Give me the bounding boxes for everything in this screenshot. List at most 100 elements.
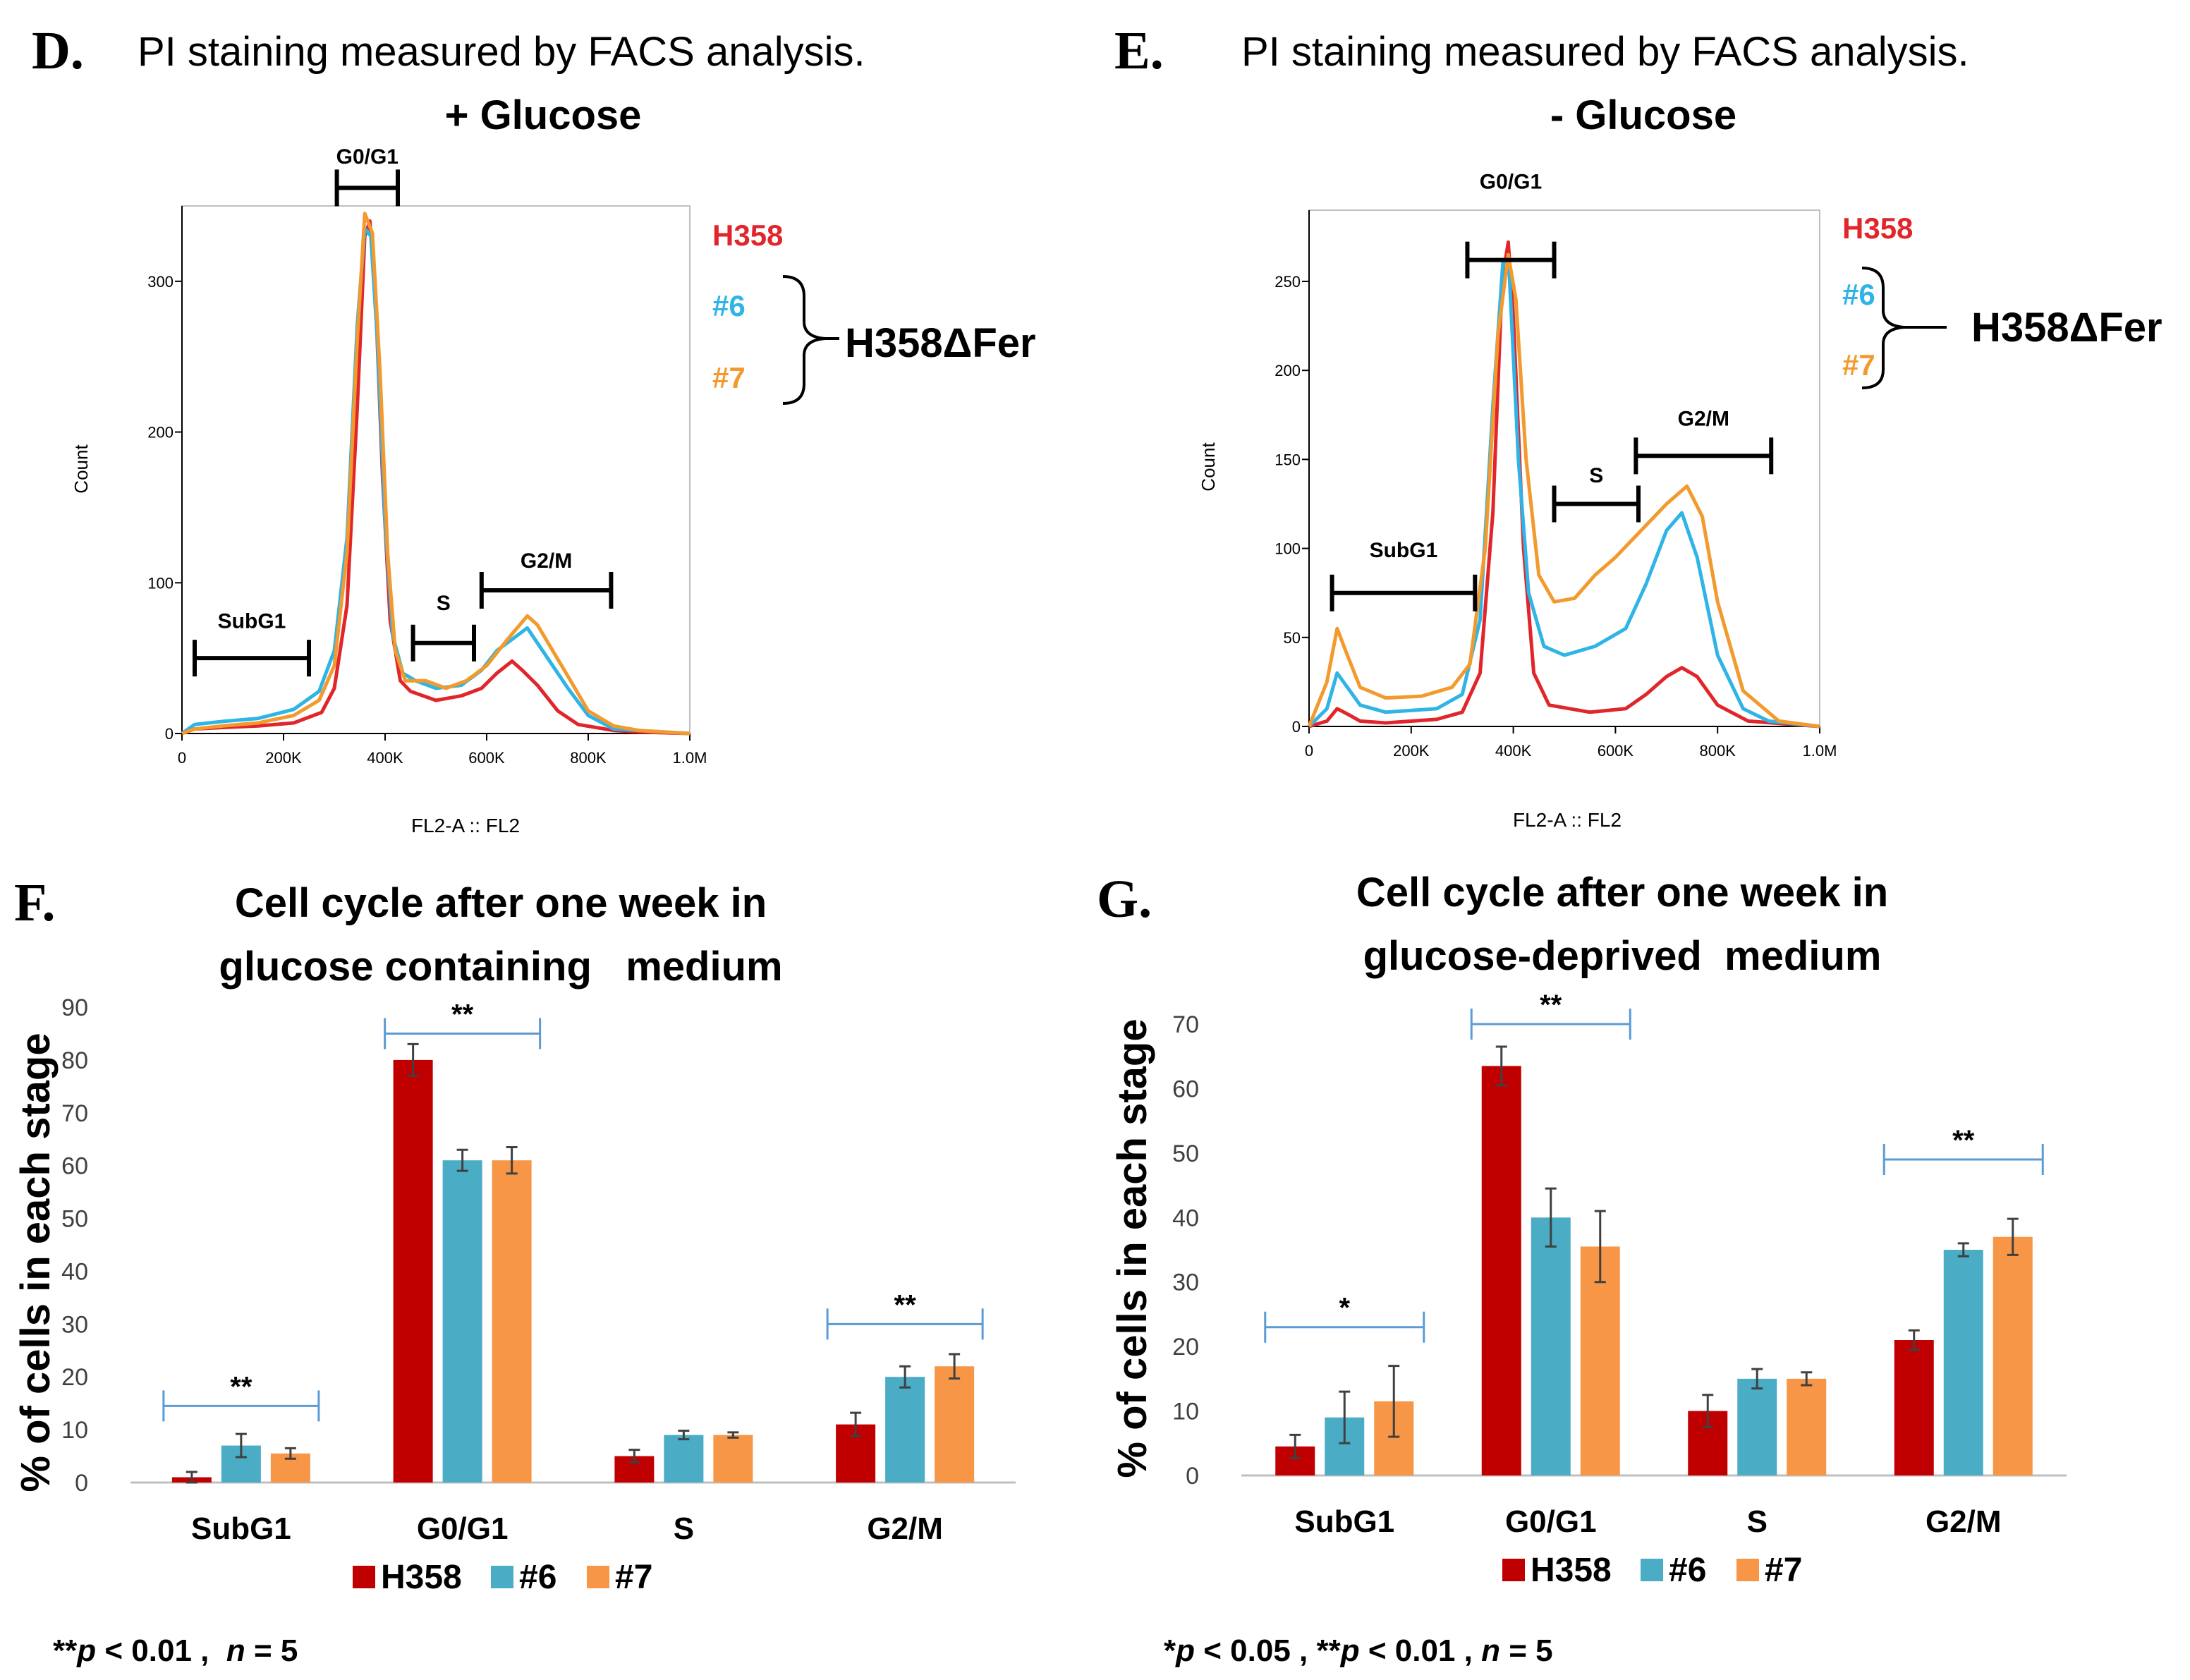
panel-d-subtitle: + Glucose [445, 92, 642, 138]
bar-y-tick-label: 20 [61, 1364, 88, 1391]
bar-category-label: G0/G1 [417, 1511, 509, 1546]
bar-y-tick-label: 70 [1172, 1011, 1199, 1038]
panel-e-legend-group: H358ΔFer [1971, 305, 2162, 351]
x-tick-label: 0 [178, 749, 186, 767]
bar-category-label: S [1747, 1504, 1768, 1539]
panel-d-histogram: 0 100 200 300 0 200K 400K 600K 800K 1.0M SubG1 G0/G… [147, 145, 707, 767]
bar-g0g1-clone-6 [1531, 1217, 1571, 1475]
bar-y-tick-label: 40 [1172, 1205, 1199, 1231]
bar-y-tick-label: 70 [61, 1100, 88, 1127]
legend-swatch-clone-7 [1736, 1559, 1759, 1581]
panel-g-footnote-b: < 0.05 , ** [1195, 1633, 1342, 1668]
y-tick-label: 250 [1275, 273, 1301, 291]
legend-label-h358: H358 [381, 1559, 462, 1596]
significance-stars: * [1339, 1293, 1350, 1324]
bar-y-tick-label: 10 [1172, 1399, 1199, 1425]
bar-g2m-clone-7 [935, 1366, 975, 1483]
panel-g-footnote-d: = 5 [1500, 1633, 1553, 1668]
histogram-series-clone-6 [1308, 258, 1820, 729]
bar-g2m-clone-7 [1993, 1236, 2033, 1475]
legend-swatch-clone-7 [587, 1566, 609, 1588]
panel-g-footnote-n: n [1481, 1633, 1500, 1668]
panel-f-footnote-stars: ** [53, 1633, 78, 1668]
panel-d-xlabel: FL2-A :: FL2 [411, 815, 520, 836]
bar-y-tick-label: 0 [75, 1470, 88, 1497]
panel-f-letter: F. [14, 873, 55, 932]
bar-g2m-clone-6 [1943, 1250, 1983, 1475]
x-tick-label: 1.0M [673, 749, 707, 767]
bar-y-tick-label: 80 [61, 1047, 88, 1074]
panel-d-legend-brace [782, 275, 826, 405]
panel-e-xlabel: FL2-A :: FL2 [1513, 809, 1622, 831]
panel-d-title: PI staining measured by FACS analysis. [138, 29, 865, 75]
panel-e: E. PI staining measured by FACS analysis… [1114, 21, 2162, 831]
bar-g0g1-clone-7 [492, 1160, 532, 1483]
bar-category-label: G2/M [1926, 1504, 2002, 1539]
bar-y-tick-label: 40 [61, 1258, 88, 1285]
x-tick-label: 200K [265, 749, 302, 767]
bar-category-label: G0/G1 [1505, 1504, 1597, 1539]
bar-y-tick-label: 60 [1172, 1076, 1199, 1102]
gate-label: G0/G1 [336, 145, 399, 169]
panel-g-footnote-c: < 0.01 , [1360, 1633, 1481, 1668]
panel-f-title-line1: Cell cycle after one week in [235, 880, 767, 926]
significance-stars: ** [894, 1289, 917, 1320]
panel-g-footnote-p1: p [1175, 1633, 1195, 1668]
x-tick-label: 200K [1393, 742, 1430, 760]
y-tick-label: 50 [1284, 629, 1301, 647]
x-tick-label: 400K [1495, 742, 1532, 760]
bar-category-label: SubG1 [191, 1511, 291, 1546]
x-tick-label: 800K [570, 749, 607, 767]
bar-g0g1-h358 [1481, 1066, 1521, 1475]
panel-g: G. Cell cycle after one week in glucose-… [1097, 870, 2067, 1668]
panel-d-legend-group: H358ΔFer [845, 320, 1036, 366]
significance-stars: ** [1540, 990, 1562, 1021]
x-tick-label: 1.0M [1803, 742, 1837, 760]
bar-y-tick-label: 50 [61, 1206, 88, 1233]
bar-s-clone-6 [1737, 1378, 1777, 1475]
panel-f-ylabel: % of cells in each stage [13, 1033, 59, 1492]
bar-g0g1-h358 [393, 1059, 433, 1483]
legend-swatch-h358 [353, 1566, 375, 1588]
panel-f-footnote: **p < 0.01 , n = 5 [53, 1633, 298, 1668]
gate-label: S [1589, 464, 1603, 487]
y-tick-label: 100 [147, 574, 174, 592]
significance-stars: ** [230, 1371, 253, 1402]
gate-label: S [437, 592, 451, 615]
bar-y-tick-label: 90 [61, 994, 88, 1021]
y-tick-label: 150 [1275, 451, 1301, 468]
panel-f-footnote-n: n [226, 1633, 245, 1668]
y-tick-label: 200 [1275, 362, 1301, 379]
panel-g-letter: G. [1097, 870, 1152, 929]
panel-d-legend-7: #7 [712, 361, 746, 394]
panel-g-title-line1: Cell cycle after one week in [1356, 870, 1888, 915]
bar-category-label: S [674, 1511, 694, 1546]
histogram-series-clone-7 [1307, 252, 1820, 729]
panel-g-footnote: *p < 0.05 , **p < 0.01 , n = 5 [1164, 1633, 1553, 1668]
gate-label: SubG1 [218, 609, 286, 633]
panel-e-ylabel: Count [1198, 442, 1219, 492]
histogram-frame [1308, 209, 1820, 727]
panel-e-letter: E. [1114, 21, 1164, 80]
panel-d: D. PI staining measured by FACS analysis… [32, 21, 1036, 836]
bar-s-clone-6 [664, 1435, 704, 1483]
bar-category-label: SubG1 [1294, 1504, 1394, 1539]
legend-swatch-clone-6 [1641, 1559, 1663, 1581]
panel-e-legend-h358: H358 [1842, 212, 1913, 245]
panel-g-ylabel: % of cells in each stage [1109, 1018, 1155, 1478]
gate-label: G2/M [1678, 407, 1729, 430]
bar-y-tick-label: 10 [61, 1417, 88, 1444]
legend-swatch-h358 [1502, 1559, 1525, 1581]
histogram-series-h358 [1308, 240, 1820, 729]
panel-e-legend-7: #7 [1842, 348, 1875, 382]
legend-label-clone-7: #7 [1765, 1552, 1802, 1589]
panel-f: F. Cell cycle after one week in glucose … [13, 873, 1016, 1668]
bar-g2m-h358 [1894, 1340, 1934, 1475]
gate-label: G2/M [521, 549, 572, 573]
bar-g0g1-clone-6 [442, 1160, 482, 1483]
panel-f-footnote-post: = 5 [245, 1633, 298, 1668]
bar-y-tick-label: 0 [1186, 1463, 1199, 1490]
panel-d-ylabel: Count [71, 444, 92, 494]
y-tick-label: 300 [147, 273, 174, 291]
